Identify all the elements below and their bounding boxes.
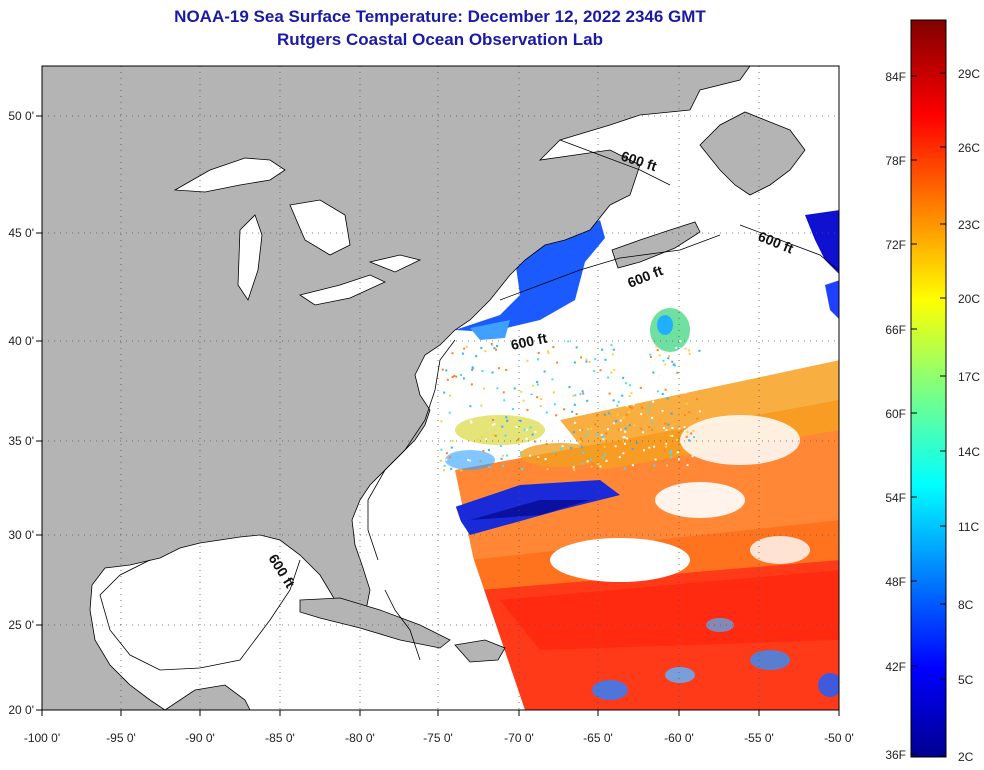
- colorbar-c-label: 20C: [958, 292, 980, 306]
- longitude-tick-label: -55 0': [744, 731, 774, 745]
- map-subtitle: Rutgers Coastal Ocean Observation Lab: [277, 30, 603, 49]
- colorbar-c-label: 29C: [958, 67, 980, 81]
- longitude-tick-label: -50 0': [824, 731, 854, 745]
- colorbar-c-label: 17C: [958, 370, 980, 384]
- bathymetry-contours: [99, 139, 839, 671]
- latitude-tick-label: 45 0': [8, 226, 34, 240]
- colorbar-f-label: 60F: [885, 407, 906, 421]
- graticule: [42, 66, 839, 710]
- latitude-tick-label: 35 0': [8, 434, 34, 448]
- colorbar-f-label: 54F: [885, 491, 906, 505]
- longitude-axis: -100 0' -95 0' -90 0' -85 0' -80 0' -75 0' -70…: [24, 710, 854, 745]
- latitude-tick-label: 40 0': [8, 334, 34, 348]
- colorbar-c-label: 11C: [958, 520, 979, 534]
- colorbar-c-label: 23C: [958, 218, 980, 232]
- colorbar-f-label: 48F: [885, 575, 906, 589]
- longitude-tick-label: -70 0': [504, 731, 534, 745]
- latitude-tick-label: 25 0': [8, 618, 34, 632]
- colorbar-c-label: 2C: [958, 750, 974, 764]
- colorbar-f-label: 66F: [885, 323, 906, 337]
- colorbar-c-label: 8C: [958, 598, 974, 612]
- latitude-tick-label: 30 0': [8, 528, 34, 542]
- colorbar-c-label: 14C: [958, 445, 980, 459]
- colorbar-f-label: 84F: [885, 70, 906, 84]
- longitude-tick-label: -90 0': [185, 731, 215, 745]
- map-title: NOAA-19 Sea Surface Temperature: Decembe…: [174, 7, 706, 26]
- longitude-tick-label: -95 0': [106, 731, 136, 745]
- longitude-tick-label: -65 0': [583, 731, 613, 745]
- longitude-tick-label: -80 0': [345, 731, 375, 745]
- colorbar-f-label: 36F: [885, 748, 906, 762]
- colorbar-f-label: 72F: [885, 238, 906, 252]
- latitude-tick-label: 50 0': [8, 109, 34, 123]
- latitude-tick-label: 20 0': [8, 703, 34, 717]
- longitude-tick-label: -75 0': [423, 731, 453, 745]
- cloud-speckle: [440, 340, 701, 472]
- contour-label: 600 ft: [509, 330, 548, 353]
- longitude-tick-label: -100 0': [24, 731, 60, 745]
- colorbar: [910, 19, 947, 758]
- colorbar-c-label: 26C: [958, 141, 980, 155]
- colorbar-fahrenheit-labels: 84F 78F 72F 66F 60F 54F 48F 42F 36F: [885, 70, 917, 762]
- latitude-axis: 50 0' 45 0' 40 0' 35 0' 30 0' 25 0' 20 0': [8, 109, 42, 717]
- colorbar-f-label: 42F: [885, 660, 906, 674]
- colorbar-celsius-labels: 29C 26C 23C 20C 17C 14C 11C 8C 5C 2C: [940, 67, 980, 764]
- longitude-tick-label: -85 0': [265, 731, 295, 745]
- colorbar-f-label: 78F: [885, 154, 906, 168]
- longitude-tick-label: -60 0': [664, 731, 694, 745]
- map-frame: [41, 65, 840, 711]
- colorbar-c-label: 5C: [958, 673, 974, 687]
- great-lakes: [173, 157, 422, 306]
